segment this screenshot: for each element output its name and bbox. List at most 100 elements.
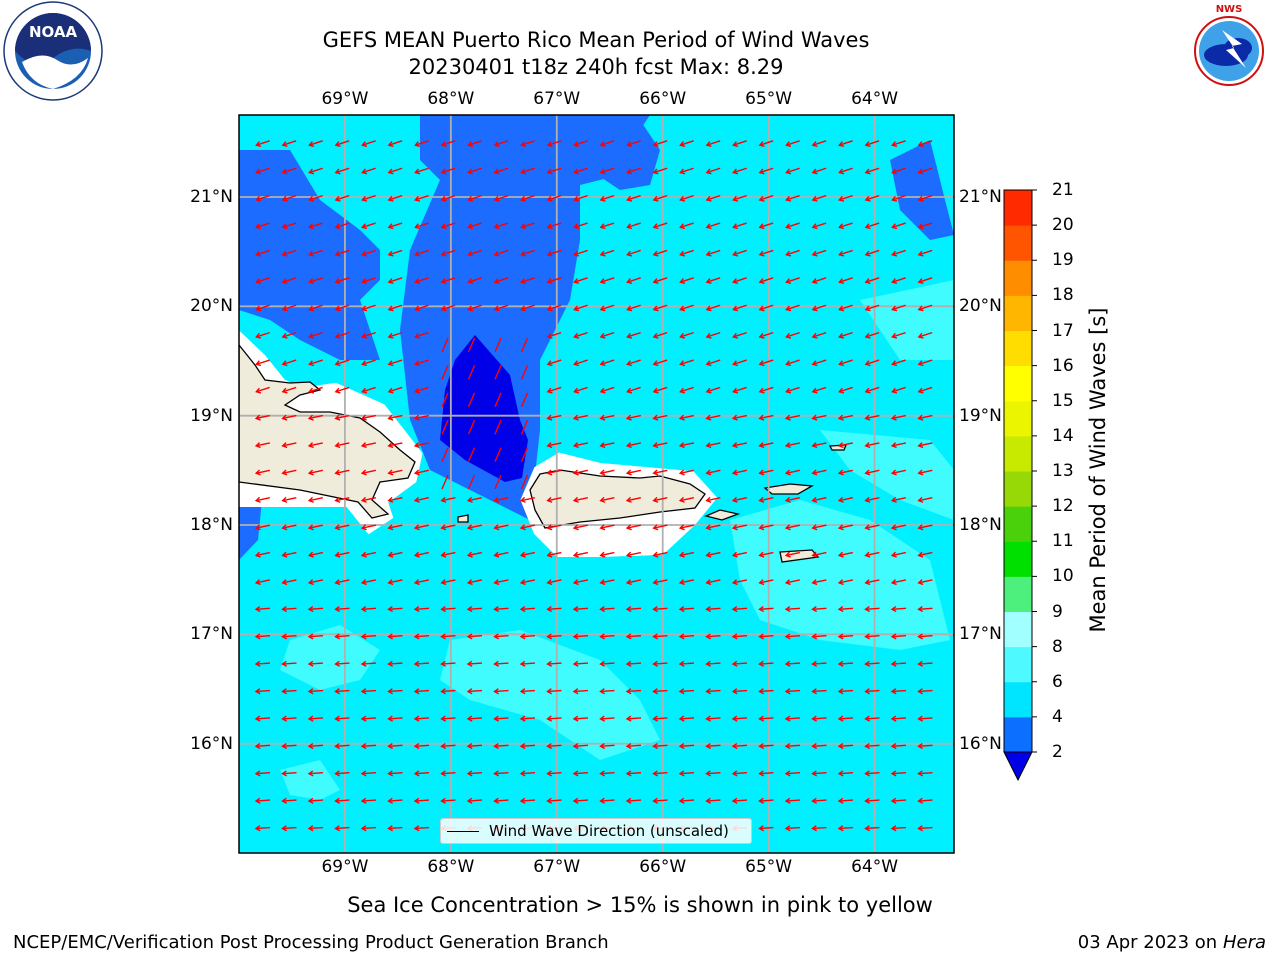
wave-arrow	[865, 579, 880, 584]
map-frame	[238, 114, 955, 854]
wave-arrow-head	[254, 442, 261, 449]
wave-arrow-head	[705, 305, 712, 312]
wave-arrow	[547, 717, 562, 720]
wave-arrow-head	[625, 688, 632, 695]
wave-arrow-head	[387, 250, 394, 257]
wave-arrow-head	[758, 633, 765, 640]
wave-arrow	[520, 337, 529, 353]
wave-arrow-head	[758, 715, 765, 722]
wave-arrow-head	[838, 141, 845, 147]
wave-arrow	[547, 359, 562, 366]
wave-arrow-head	[387, 305, 394, 312]
wave-arrow	[838, 772, 854, 775]
wave-arrow	[865, 689, 880, 693]
wave-arrow	[335, 469, 350, 474]
wave-arrow	[520, 447, 529, 462]
wave-arrow	[812, 249, 827, 256]
wave-arrow-head	[361, 332, 368, 339]
wave-arrow-head	[758, 825, 765, 832]
colorbar-tick-label: 16	[1052, 355, 1074, 376]
wave-arrow-head	[705, 605, 712, 613]
wave-arrow-head	[678, 688, 685, 695]
wave-arrow	[785, 744, 801, 747]
wave-arrow	[786, 414, 800, 420]
wave-arrow	[521, 167, 535, 174]
wave-arrow-head	[387, 168, 394, 175]
wave-arrow	[494, 717, 509, 720]
colorbar-tick-label: 9	[1052, 601, 1063, 622]
wave-arrow	[812, 607, 827, 610]
wave-arrow-head	[334, 715, 341, 722]
wave-arrow	[679, 689, 695, 693]
wave-arrow-head	[890, 770, 897, 777]
wave-arrow-head	[493, 223, 500, 230]
wave-arrow-head	[890, 524, 897, 531]
wave-arrow	[706, 442, 721, 447]
wave-arrow-head	[811, 223, 818, 230]
wave-arrow-head	[731, 551, 738, 558]
wave-arrow	[388, 772, 403, 775]
wave-arrow	[653, 744, 668, 747]
wave-arrow-head	[281, 715, 288, 722]
wave-arrow-head	[360, 633, 367, 640]
wave-arrow-head	[281, 797, 288, 804]
wave-arrow-head	[599, 633, 606, 640]
wave-arrow	[786, 386, 800, 393]
wave-arrow	[627, 469, 641, 474]
wave-arrow-head	[705, 250, 712, 257]
wave-arrow	[441, 524, 456, 529]
wave-arrow-head	[307, 660, 314, 667]
wave-arrow-head	[599, 223, 606, 230]
wave-arrow-head	[413, 688, 420, 695]
wave-arrow-head	[334, 141, 341, 147]
wave-arrow	[680, 469, 694, 474]
wave-arrow-head	[546, 278, 553, 284]
wave-arrow	[335, 689, 350, 693]
wave-arrow	[574, 414, 588, 420]
lat-tick-right: 20°N	[959, 296, 1002, 317]
wave-arrow-head	[360, 551, 367, 558]
wave-arrow	[467, 419, 476, 435]
wave-arrow	[786, 551, 800, 557]
wave-arrow	[388, 222, 403, 229]
wave-arrow	[282, 442, 297, 447]
wave-arrow	[441, 447, 449, 462]
wave-arrow-head	[652, 524, 659, 531]
noaa-logo-text: NOAA	[29, 23, 78, 41]
wave-arrow	[918, 635, 933, 638]
wave-arrow-head	[467, 195, 474, 202]
wave-arrow	[786, 331, 800, 338]
wave-arrow-head	[811, 551, 818, 558]
wave-arrow	[679, 662, 695, 665]
wave-arrow-head	[838, 223, 845, 230]
wave-arrow	[733, 359, 747, 366]
wave-arrow-head	[307, 579, 314, 586]
wave-arrow-head	[811, 141, 818, 147]
wave-arrow	[706, 222, 721, 229]
wave-arrow-head	[705, 141, 712, 147]
colorbar-tick-label: 8	[1052, 636, 1063, 657]
wave-arrow-head	[360, 414, 367, 421]
wave-arrow	[521, 277, 535, 283]
wave-arrow-head	[281, 414, 288, 421]
wave-arrow	[891, 689, 907, 693]
wave-arrow-head	[784, 660, 791, 667]
wave-arrow	[812, 386, 827, 393]
colorbar-tick-label: 21	[1052, 180, 1074, 200]
wave-arrow-head	[599, 797, 606, 804]
wave-arrow-head	[837, 633, 844, 640]
wave-arrow	[520, 689, 536, 693]
wave-arrow-head	[864, 305, 871, 312]
wave-arrow-head	[652, 141, 659, 147]
wave-arrow-head	[307, 496, 314, 503]
wave-arrow-head	[254, 660, 261, 667]
wave-arrow-head	[387, 360, 394, 367]
wave-arrow-head	[254, 469, 261, 476]
colorbar-tick-label: 18	[1052, 285, 1074, 306]
wave-arrow-head	[493, 141, 500, 147]
wave-arrow	[653, 635, 668, 638]
wave-arrow	[759, 277, 774, 283]
wave-arrow	[282, 524, 297, 529]
wave-arrow-head	[758, 442, 765, 449]
wave-arrow-head	[785, 387, 792, 394]
